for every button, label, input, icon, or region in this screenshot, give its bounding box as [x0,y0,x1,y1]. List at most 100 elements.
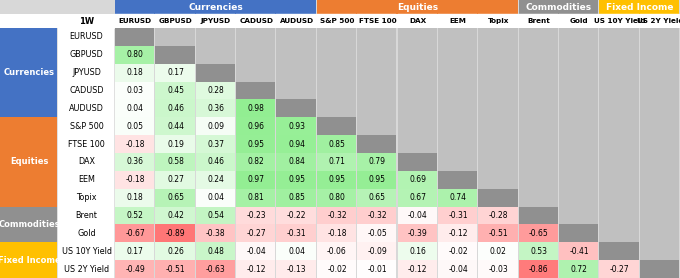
Bar [317,153,356,171]
Bar [438,242,477,260]
Bar [236,242,275,260]
Bar [277,46,316,64]
Bar [357,81,396,100]
Bar [519,81,558,100]
Bar [519,207,558,224]
Bar [317,64,356,81]
Bar [115,260,154,278]
Text: CADUSD: CADUSD [239,18,273,24]
Bar [398,117,437,135]
Text: 0.28: 0.28 [207,86,224,95]
Bar [155,207,194,224]
Bar [559,171,598,189]
Text: -0.18: -0.18 [125,175,145,184]
Bar [236,260,275,278]
Text: US 2Y Yield: US 2Y Yield [636,18,680,24]
Bar [115,46,154,64]
Text: -0.49: -0.49 [125,265,145,274]
Text: -0.27: -0.27 [246,229,266,238]
Text: Currencies: Currencies [3,68,54,77]
Bar [438,260,477,278]
Bar [438,64,477,81]
Text: -0.28: -0.28 [489,211,508,220]
Text: -0.05: -0.05 [367,229,387,238]
Bar [640,100,679,117]
Text: -0.51: -0.51 [166,265,186,274]
Bar [196,171,235,189]
Text: Gold: Gold [78,229,96,238]
Bar [236,117,275,135]
Bar [398,14,437,28]
Text: 0.84: 0.84 [288,157,305,167]
Bar [357,46,396,64]
Bar [559,64,598,81]
Text: GBPUSD: GBPUSD [158,18,192,24]
Bar [398,100,437,117]
Bar [599,100,639,117]
Bar [155,46,194,64]
Bar [155,100,194,117]
Text: S&P 500: S&P 500 [320,18,354,24]
Text: 0.85: 0.85 [288,193,305,202]
Text: GBPUSD: GBPUSD [69,50,103,59]
Text: -0.41: -0.41 [569,247,589,256]
Bar [196,224,235,242]
Bar [478,135,517,153]
Text: -0.89: -0.89 [166,229,186,238]
Bar [438,153,477,171]
Text: 0.85: 0.85 [328,140,345,148]
Bar [438,224,477,242]
Bar [277,28,316,46]
Bar [236,64,275,81]
Text: -0.32: -0.32 [327,211,347,220]
Bar [317,189,356,207]
Bar [196,135,235,153]
Bar [519,189,558,207]
Text: Brent: Brent [75,211,97,220]
Text: US 10Y Yield: US 10Y Yield [61,247,112,256]
Bar [599,81,639,100]
Bar [478,81,517,100]
Bar [236,135,275,153]
Text: 0.03: 0.03 [126,86,143,95]
Bar [559,207,598,224]
Bar [317,260,356,278]
Text: 0.69: 0.69 [409,175,426,184]
Text: -0.03: -0.03 [488,265,508,274]
Bar [155,189,194,207]
Text: -0.12: -0.12 [408,265,428,274]
Bar [519,0,598,14]
Text: 0.80: 0.80 [126,50,143,59]
Text: -0.65: -0.65 [529,229,549,238]
Bar [599,117,639,135]
Bar [438,28,477,46]
Bar [357,28,396,46]
Text: FTSE 100: FTSE 100 [68,140,105,148]
Bar [357,153,396,171]
Bar [317,171,356,189]
Bar [559,81,598,100]
Text: -0.86: -0.86 [529,265,549,274]
Text: CADUSD: CADUSD [69,86,104,95]
Text: -0.67: -0.67 [125,229,145,238]
Text: -0.13: -0.13 [287,265,307,274]
Bar [236,171,275,189]
Bar [398,242,437,260]
Bar [155,260,194,278]
Bar [277,242,316,260]
Bar [519,242,558,260]
Bar [599,224,639,242]
Text: Gold: Gold [570,18,588,24]
Text: 0.81: 0.81 [248,193,265,202]
Bar [398,46,437,64]
Bar [155,64,194,81]
Bar [599,28,639,46]
Text: -0.01: -0.01 [367,265,387,274]
Bar [599,14,639,28]
Bar [599,260,639,278]
Bar [58,117,114,135]
Bar [478,189,517,207]
Bar [277,64,316,81]
Bar [236,153,275,171]
Bar [196,14,235,28]
